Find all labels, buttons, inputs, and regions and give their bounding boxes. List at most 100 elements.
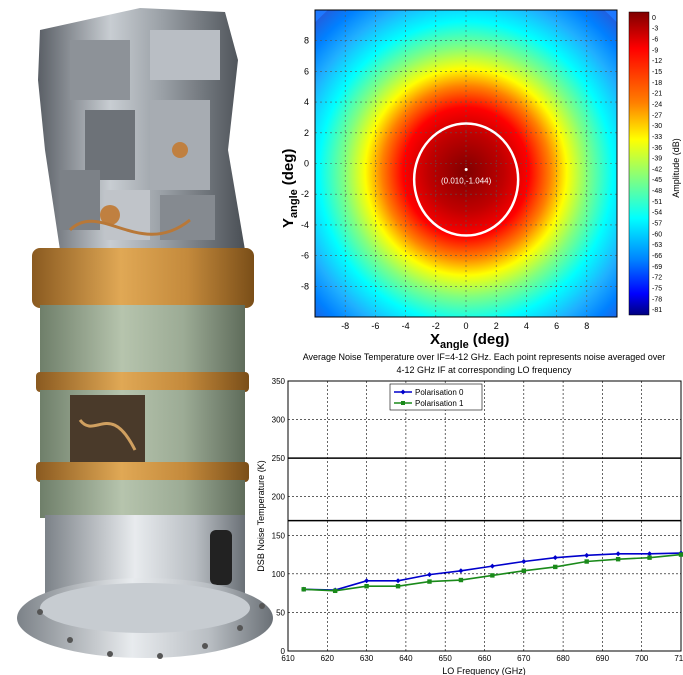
beam-ylabel-unit: (deg) — [280, 149, 297, 186]
noise-temperature-chart: Average Noise Temperature over IF=4-12 G… — [256, 352, 683, 675]
noise-xtick: 630 — [360, 654, 374, 663]
beam-ytick: 6 — [304, 66, 309, 76]
beam-pattern-chart: -8 -6 -4 -2 0 2 4 6 8 -8 -6 -4 -2 0 2 4 6 8 (0.010,-1.044… — [280, 9, 681, 350]
beam-center-label: (0.010,-1.044) — [441, 177, 492, 186]
noise-ytick: 300 — [272, 416, 286, 425]
gold-ring-1 — [36, 372, 249, 392]
noise-point-pol1 — [301, 587, 306, 592]
inspection-window — [70, 395, 145, 470]
noise-point-pol0 — [426, 572, 432, 578]
colorbar-tick: -18 — [652, 80, 662, 87]
beam-ytick: 0 — [304, 159, 309, 169]
noise-point-pol1 — [521, 568, 526, 573]
beam-ylabel-main: Y — [280, 218, 297, 228]
noise-point-pol1 — [458, 577, 464, 583]
colorbar-tick: -66 — [652, 253, 662, 260]
noise-xlabel: LO Frequency (GHz) — [442, 666, 526, 675]
beam-xtick: -6 — [371, 321, 379, 331]
noise-point-pol0 — [395, 578, 401, 584]
colorbar-tick: -33 — [652, 134, 662, 141]
beam-xlabel-unit: (deg) — [473, 331, 510, 348]
noise-point-pol1 — [678, 552, 683, 557]
colorbar-tick: -27 — [652, 112, 662, 119]
colorbar-bar — [628, 11, 650, 316]
colorbar-tick: -72 — [652, 275, 662, 282]
beam-xtick: 0 — [463, 321, 468, 331]
legend-marker-0 — [400, 389, 406, 395]
colorbar-tick: -45 — [652, 177, 662, 184]
colorbar-tick: -69 — [652, 264, 662, 271]
beam-xtick: -2 — [432, 321, 440, 331]
noise-point-pol1 — [553, 564, 558, 570]
colorbar-tick: -6 — [652, 37, 658, 44]
colorbar-tick: 0 — [652, 15, 656, 22]
noise-point-pol0 — [364, 578, 370, 584]
noise-point-pol0 — [584, 552, 590, 558]
legend-label-1: Polarisation 1 — [415, 399, 464, 408]
beam-xtick: -4 — [402, 321, 410, 331]
colorbar-tick: -36 — [652, 145, 662, 152]
noise-legend-box — [389, 383, 483, 411]
noise-point-pol1 — [427, 579, 432, 584]
beam-ytick: -6 — [301, 251, 309, 261]
noise-point-pol0 — [647, 551, 653, 557]
noise-point-pol1 — [647, 555, 652, 560]
beam-ytick: -2 — [301, 189, 309, 199]
noise-ytick: 100 — [272, 570, 286, 579]
colorbar-tick: -42 — [652, 166, 662, 173]
optics-assembly — [38, 8, 245, 250]
noise-point-pol1 — [584, 559, 589, 564]
noise-point-pol1 — [332, 588, 338, 594]
body-lower — [40, 480, 245, 518]
beam-xlabel-sub: angle — [440, 339, 469, 350]
noise-ytick: 200 — [272, 493, 286, 502]
beam-ytick: 4 — [304, 97, 309, 107]
colorbar-label: Amplitude (dB) — [671, 138, 681, 198]
noise-xtick: 660 — [478, 654, 492, 663]
noise-ytick: 350 — [272, 377, 286, 386]
noise-ytick: 50 — [276, 608, 285, 617]
colorbar-tick: -3 — [652, 26, 658, 33]
colorbar-tick: -21 — [652, 91, 662, 98]
beam-xlabel: Xangle (deg) — [430, 331, 509, 350]
noise-xtick: 700 — [635, 654, 649, 663]
colorbar-tick: -30 — [652, 123, 662, 130]
noise-xtick: 650 — [439, 654, 453, 663]
beam-ytick: -4 — [301, 220, 309, 230]
noise-xtick: 620 — [321, 654, 335, 663]
beam-center-marker — [464, 168, 468, 172]
noise-point-pol0 — [552, 555, 558, 561]
noise-xtick: 640 — [399, 654, 413, 663]
colorbar-tick: -75 — [652, 285, 662, 292]
colorbar-tick: -24 — [652, 101, 662, 108]
noise-xtick: 610 — [281, 654, 295, 663]
colorbar-tick: -57 — [652, 221, 662, 228]
beam-xtick: 4 — [524, 321, 529, 331]
beam-xlabel-main: X — [430, 331, 440, 348]
beam-xtick: 8 — [584, 321, 589, 331]
colorbar-tick: -9 — [652, 47, 658, 54]
receiver-photo — [0, 0, 290, 675]
noise-point-pol1 — [615, 557, 621, 562]
legend-label-0: Polarisation 0 — [415, 388, 464, 397]
colorbar-tick: -78 — [652, 296, 662, 303]
noise-point-pol1 — [395, 584, 401, 589]
beam-ylabel: Yangle (deg) — [280, 149, 300, 228]
noise-xtick: 680 — [556, 654, 570, 663]
noise-title: Average Noise Temperature over IF=4-12 G… — [303, 352, 666, 362]
top-flange — [32, 248, 254, 308]
noise-ytick: 150 — [272, 531, 286, 540]
noise-point-pol1 — [364, 584, 369, 589]
colorbar-tick: -39 — [652, 156, 662, 163]
colorbar-tick: -63 — [652, 242, 662, 249]
legend-marker-1 — [401, 401, 405, 405]
colorbar-tick: -81 — [652, 307, 662, 314]
noise-subtitle: 4-12 GHz IF at corresponding LO frequenc… — [396, 365, 572, 375]
colorbar-tick: -51 — [652, 199, 662, 206]
beam-xtick: 6 — [554, 321, 559, 331]
colorbar-tick: -48 — [652, 188, 662, 195]
colorbar-tick: -15 — [652, 69, 662, 76]
beam-contour-ring — [412, 122, 520, 237]
noise-xtick: 690 — [596, 654, 610, 663]
beam-ytick: 2 — [304, 128, 309, 138]
